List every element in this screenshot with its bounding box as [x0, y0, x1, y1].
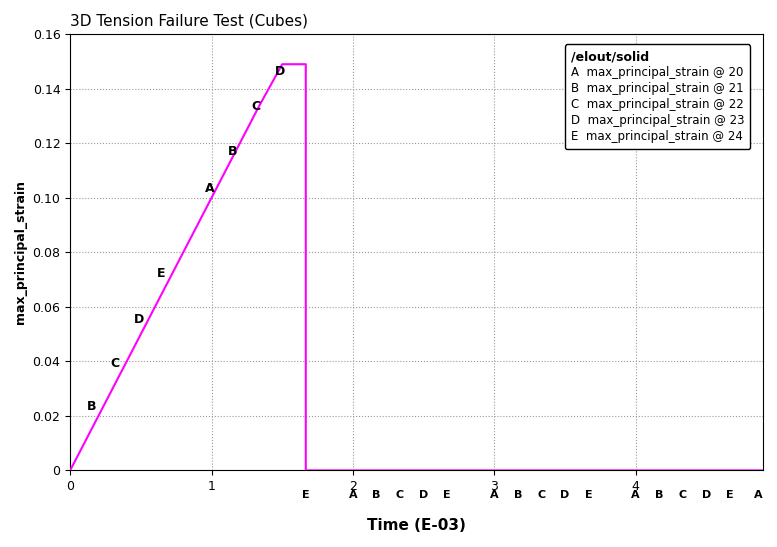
- Text: A: A: [204, 182, 214, 195]
- Text: C: C: [538, 490, 545, 500]
- Text: D: D: [134, 313, 144, 326]
- Text: B: B: [228, 145, 238, 158]
- Text: B: B: [655, 490, 664, 500]
- Text: E: E: [302, 490, 309, 500]
- Text: A: A: [349, 490, 357, 500]
- Text: D: D: [419, 490, 428, 500]
- Text: E: E: [158, 266, 166, 280]
- Text: E: E: [444, 490, 451, 500]
- Text: 3D Tension Failure Test (Cubes): 3D Tension Failure Test (Cubes): [70, 14, 308, 29]
- Text: D: D: [275, 65, 285, 78]
- Text: A: A: [632, 490, 640, 500]
- Legend: /elout/solid, A  max_principal_strain @ 20, B  max_principal_strain @ 21, C  max: /elout/solid, A max_principal_strain @ 2…: [565, 44, 750, 149]
- Text: E: E: [585, 490, 592, 500]
- Text: C: C: [252, 100, 261, 113]
- Y-axis label: max_principal_strain: max_principal_strain: [14, 181, 27, 324]
- Text: D: D: [560, 490, 570, 500]
- Text: C: C: [396, 490, 404, 500]
- Text: C: C: [110, 357, 120, 370]
- Text: B: B: [87, 400, 96, 413]
- X-axis label: Time (E-03): Time (E-03): [367, 518, 466, 533]
- Text: B: B: [372, 490, 381, 500]
- Text: A: A: [490, 490, 499, 500]
- Text: D: D: [702, 490, 711, 500]
- Text: C: C: [679, 490, 687, 500]
- Text: A: A: [754, 490, 762, 500]
- Text: E: E: [726, 490, 733, 500]
- Text: B: B: [514, 490, 522, 500]
